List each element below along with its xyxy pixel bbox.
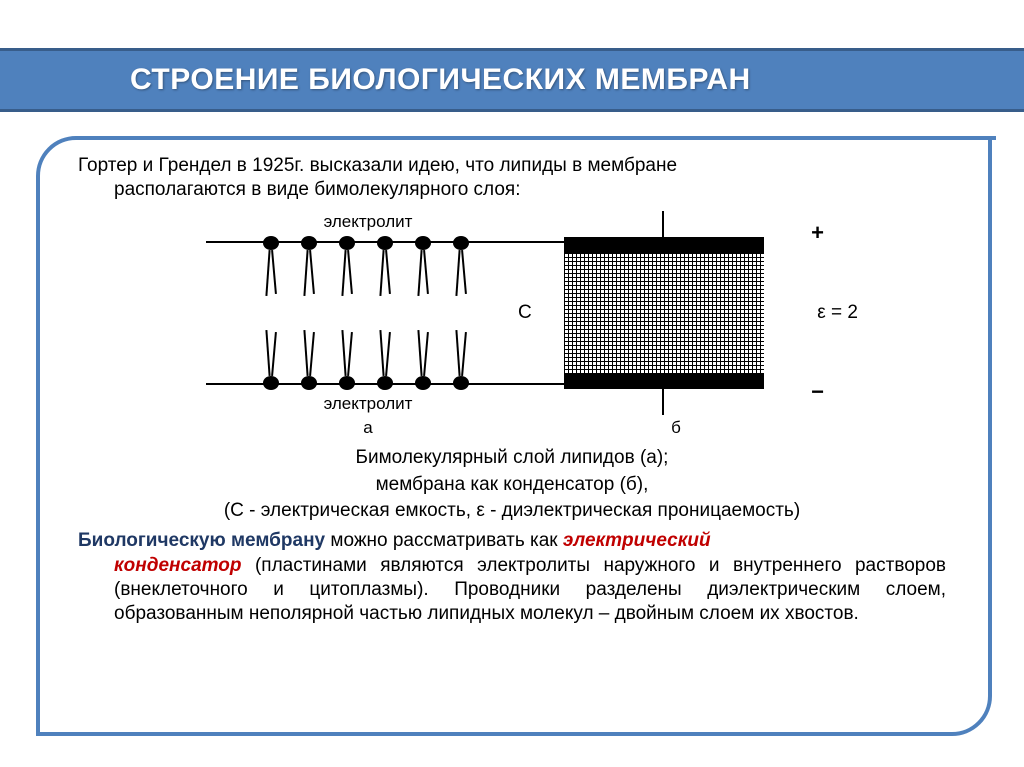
slide-title: СТРОЕНИЕ БИОЛОГИЧЕСКИХ МЕМБРАН: [130, 63, 751, 97]
electrolyte-label-bottom: электролит: [324, 393, 413, 415]
capacitor-diagram: С + − ε = 2: [546, 213, 806, 413]
capacitor-plate-bottom: [564, 373, 764, 389]
caption-3: (С - электрическая емкость, ε - диэлектр…: [78, 499, 946, 523]
figure-b-wrapper: С + − ε = 2 б: [546, 213, 806, 439]
term-biological-membrane: Биологическую мембрану: [78, 530, 325, 551]
caption-2: мембрана как конденсатор (б),: [78, 473, 946, 497]
capacitor-lead-bottom: [662, 389, 664, 415]
lipid-molecule: [410, 236, 436, 250]
lipid-molecule: [258, 236, 284, 250]
body-mid1: можно рассматривать как: [325, 530, 563, 551]
lipid-molecule: [334, 236, 360, 250]
electrolyte-label-top: электролит: [324, 211, 413, 233]
frame-bottom: [36, 732, 952, 736]
plus-sign: +: [811, 219, 824, 247]
caption-1: Бимолекулярный слой липидов (а);: [78, 446, 946, 470]
capacitor-dielectric: [564, 253, 764, 373]
lipid-molecule: [296, 236, 322, 250]
title-bar: СТРОЕНИЕ БИОЛОГИЧЕСКИХ МЕМБРАН: [0, 48, 1024, 112]
frame-corner-br: [912, 656, 992, 736]
term-capacitor-2: конденсатор: [114, 555, 242, 576]
frame-left: [36, 176, 40, 736]
body-paragraph: Биологическую мембрану можно рассматрива…: [78, 529, 946, 626]
intro-line2: располагаются в виде бимолекулярного сло…: [78, 178, 946, 202]
figure: электролит электролит а С +: [78, 213, 946, 439]
figure-a-label: а: [218, 417, 518, 439]
figure-b-label: б: [546, 417, 806, 439]
slide: СТРОЕНИЕ БИОЛОГИЧЕСКИХ МЕМБРАН Гортер и …: [0, 0, 1024, 767]
frame-right: [988, 136, 992, 696]
epsilon-label: ε = 2: [817, 301, 858, 325]
lipid-molecule: [372, 236, 398, 250]
intro-line1: Гортер и Грендел в 1925г. высказали идею…: [78, 155, 677, 176]
lipid-bilayer-diagram: электролит электролит: [218, 213, 518, 413]
capacitor-plate-top: [564, 237, 764, 253]
lipid-molecule: [448, 236, 474, 250]
capacitance-label: С: [518, 301, 532, 325]
frame-top: [76, 136, 996, 140]
figure-a-wrapper: электролит электролит а: [218, 213, 518, 439]
capacitor-lead-top: [662, 211, 664, 237]
intro-text: Гортер и Грендел в 1925г. высказали идею…: [78, 154, 946, 203]
minus-sign: −: [811, 378, 824, 406]
content-area: Гортер и Грендел в 1925г. высказали идею…: [78, 154, 946, 627]
term-capacitor-1: электрический: [563, 530, 711, 551]
